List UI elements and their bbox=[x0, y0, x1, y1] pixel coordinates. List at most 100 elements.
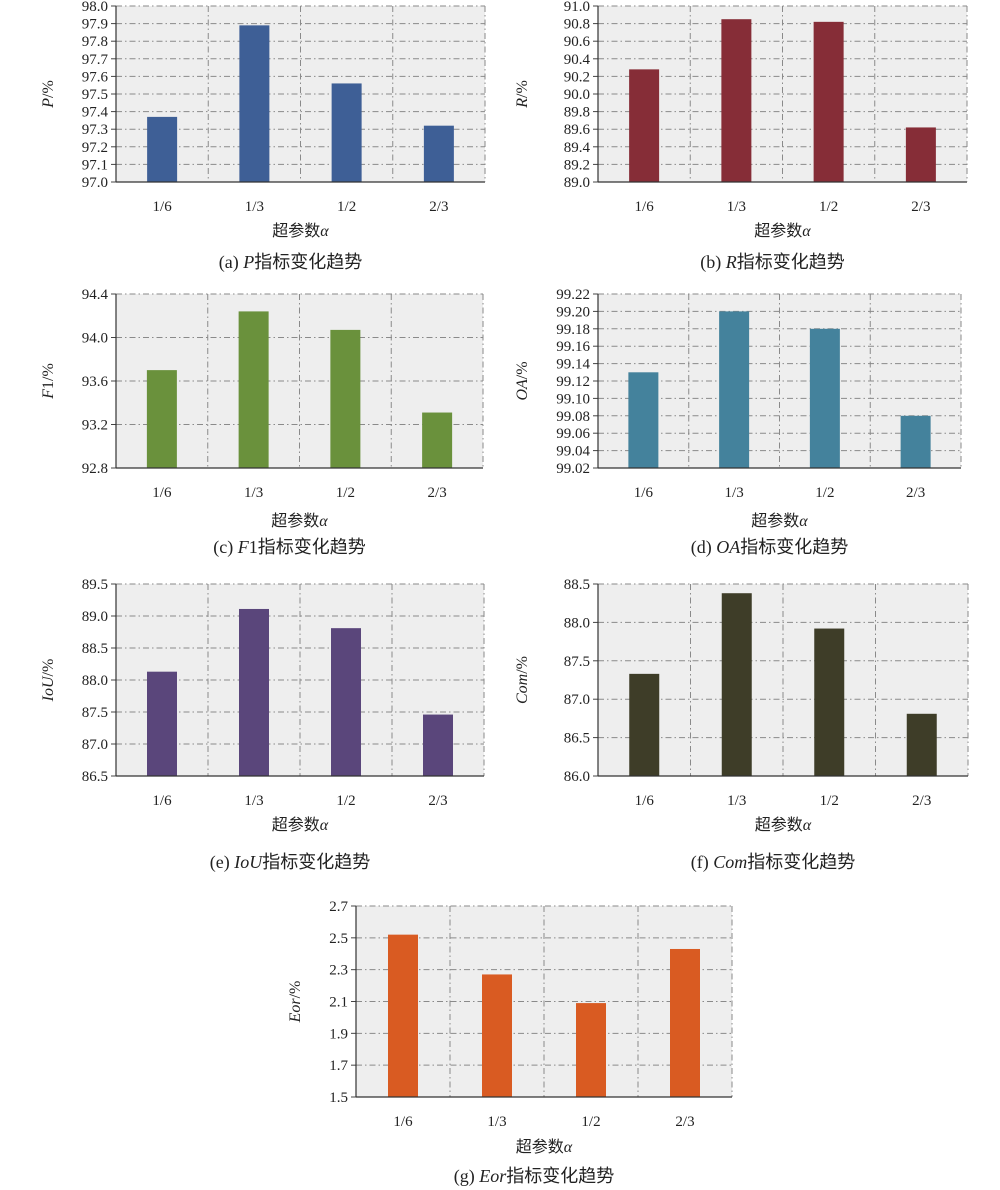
chart-e-bar-2-3 bbox=[423, 714, 453, 776]
chart-a-x-axis-label-word: 超参数 bbox=[272, 222, 320, 240]
chart-g-y-tick-label: 2.5 bbox=[329, 931, 348, 947]
chart-b-x-tick-label: 1/2 bbox=[819, 199, 838, 215]
chart-b-y-tick-label: 90.6 bbox=[564, 34, 591, 50]
chart-f-bar-1-3 bbox=[721, 593, 752, 776]
chart-c-x-tick-label: 1/3 bbox=[244, 485, 263, 501]
chart-d-x-axis-label-word: 超参数 bbox=[751, 512, 799, 530]
chart-b-y-tick-label: 90.4 bbox=[564, 52, 591, 68]
chart-a-caption: (a) P指标变化趋势 bbox=[219, 252, 362, 273]
chart-e-x-tick-label: 1/3 bbox=[244, 793, 263, 809]
chart-a-x-tick-label: 1/6 bbox=[153, 199, 173, 215]
chart-e-caption-prefix: (e) bbox=[210, 852, 234, 873]
chart-a-y-tick-label: 98.0 bbox=[82, 0, 108, 15]
chart-d-y-tick-label: 99.22 bbox=[556, 287, 590, 303]
chart-a-bar-1-2 bbox=[331, 83, 362, 182]
chart-c: 92.893.293.694.094.41/6 1/3 1/2 2/3F1/%超参数α… bbox=[40, 287, 484, 558]
chart-a: 97.0 97.197.2 97.397.4 97.5 97.697.7 97.897.9… bbox=[40, 0, 486, 273]
chart-g: 1.51.71.92.12.32.52.71/6 1/3 1/2 2/3Eor/%超参… bbox=[287, 899, 733, 1187]
chart-g-caption-metric: Eor bbox=[478, 1166, 507, 1186]
chart-d-y-tick-label: 99.10 bbox=[556, 391, 590, 407]
chart-g-bar-1-6 bbox=[388, 934, 418, 1097]
chart-e-y-tick-label: 87.5 bbox=[82, 705, 108, 721]
chart-b-caption-metric: R bbox=[725, 252, 737, 272]
chart-b-x-axis-label-word: 超参数 bbox=[754, 222, 802, 240]
chart-b: 89.0 89.289.4 89.689.8 90.0 90.290.4 90.690.8… bbox=[514, 0, 968, 273]
chart-f: 86.086.587.087.588.088.51/6 1/3 1/2 2/3Com/… bbox=[514, 577, 969, 873]
chart-f-bar-2-3 bbox=[906, 713, 937, 776]
chart-b-bar-1-3 bbox=[721, 19, 752, 183]
chart-d-x-tick-label: 1/2 bbox=[815, 485, 834, 501]
chart-f-x-tick-label: 1/3 bbox=[727, 793, 746, 809]
chart-g-x-tick-label: 2/3 bbox=[675, 1114, 694, 1130]
chart-d-caption-prefix: (d) bbox=[691, 537, 717, 558]
chart-f-y-tick-label: 87.5 bbox=[564, 654, 590, 670]
chart-b-x-axis-label-symbol: α bbox=[802, 223, 811, 240]
chart-g-x-tick-label: 1/2 bbox=[581, 1114, 600, 1130]
chart-f-x-axis-label: 超参数α bbox=[755, 816, 812, 834]
chart-g-x-tick-label: 1/6 bbox=[393, 1114, 413, 1130]
chart-e-x-tick-label: 2/3 bbox=[428, 793, 447, 809]
chart-f-y-tick-label: 86.5 bbox=[564, 731, 590, 747]
chart-c-y-tick-label: 94.0 bbox=[82, 331, 108, 347]
chart-a-caption-rest: 指标变化趋势 bbox=[254, 252, 362, 272]
chart-d-caption: (d) OA指标变化趋势 bbox=[691, 537, 849, 558]
chart-g-caption-prefix: (g) bbox=[454, 1166, 480, 1187]
chart-a-x-tick-label: 1/2 bbox=[337, 199, 356, 215]
chart-d-y-tick-label: 99.02 bbox=[556, 461, 590, 477]
chart-g-y-axis-label: Eor/% bbox=[287, 981, 304, 1024]
chart-f-caption: (f) Com指标变化趋势 bbox=[691, 852, 856, 873]
chart-f-x-tick-label: 1/6 bbox=[635, 793, 655, 809]
chart-c-caption-metric: F bbox=[237, 537, 250, 557]
chart-f-x-axis-label-symbol: α bbox=[803, 817, 812, 834]
chart-f-caption-metric: Com bbox=[713, 852, 747, 872]
chart-g-y-axis-label-unit: /% bbox=[287, 981, 304, 999]
chart-c-caption-prefix: (c) bbox=[213, 537, 237, 558]
chart-a-y-tick-label: 97.5 bbox=[82, 87, 108, 103]
chart-g-x-axis-label-symbol: α bbox=[564, 1139, 573, 1156]
chart-g-y-tick-label: 1.7 bbox=[329, 1058, 348, 1074]
chart-f-y-tick-label: 86.0 bbox=[564, 769, 590, 785]
chart-d-y-axis-label-unit: /% bbox=[514, 361, 531, 379]
chart-a-caption-metric: P bbox=[242, 252, 254, 272]
chart-d-y-tick-label: 99.14 bbox=[556, 357, 590, 373]
chart-d-x-axis-label-symbol: α bbox=[799, 513, 808, 530]
chart-b-y-tick-label: 90.2 bbox=[564, 69, 590, 85]
chart-b-y-tick-label: 89.8 bbox=[564, 105, 590, 121]
chart-c-bar-2-3 bbox=[422, 412, 453, 468]
chart-c-caption-digits: 1 bbox=[249, 537, 258, 557]
chart-b-caption-rest: 指标变化趋势 bbox=[737, 252, 845, 272]
chart-e-y-axis-label-metric: IoU bbox=[40, 675, 57, 702]
chart-e-bar-1-2 bbox=[331, 628, 361, 776]
chart-f-y-tick-label: 88.0 bbox=[564, 615, 590, 631]
chart-c-y-axis-label-unit: /% bbox=[40, 363, 57, 381]
chart-g-x-axis-label-word: 超参数 bbox=[516, 1138, 564, 1156]
chart-f-x-tick-label: 1/2 bbox=[820, 793, 839, 809]
chart-a-y-tick-label: 97.8 bbox=[82, 34, 108, 50]
chart-a-y-axis-label: P/% bbox=[40, 80, 57, 109]
chart-b-y-tick-label: 89.2 bbox=[564, 157, 590, 173]
chart-c-x-tick-label: 1/6 bbox=[152, 485, 172, 501]
chart-b-caption: (b) R指标变化趋势 bbox=[700, 252, 845, 273]
chart-e-x-axis-label-word: 超参数 bbox=[272, 816, 320, 834]
chart-b-y-axis-label: R/% bbox=[514, 80, 531, 109]
chart-f-bar-1-6 bbox=[629, 673, 660, 776]
chart-e-bar-1-6 bbox=[147, 671, 177, 776]
chart-d-y-tick-label: 99.06 bbox=[556, 426, 590, 442]
chart-e-caption-metric: IoU bbox=[233, 852, 263, 872]
chart-f-y-tick-label: 87.0 bbox=[564, 692, 590, 708]
chart-e-x-axis-label: 超参数α bbox=[272, 816, 329, 834]
chart-b-y-axis-label-unit: /% bbox=[514, 80, 531, 98]
chart-d-y-axis-label-metric: OA bbox=[514, 379, 531, 401]
chart-g-x-axis-label: 超参数α bbox=[516, 1138, 573, 1156]
chart-a-y-tick-label: 97.3 bbox=[82, 122, 108, 138]
chart-g-bar-2-3 bbox=[670, 948, 700, 1097]
chart-f-caption-rest: 指标变化趋势 bbox=[747, 852, 855, 872]
chart-a-y-axis-label-metric: P bbox=[40, 98, 57, 109]
chart-g-y-tick-label: 2.7 bbox=[329, 899, 348, 915]
chart-f-y-tick-label: 88.5 bbox=[564, 577, 590, 593]
chart-e-y-tick-label: 88.0 bbox=[82, 673, 108, 689]
chart-b-bar-2-3 bbox=[905, 127, 936, 182]
chart-e-y-tick-label: 89.0 bbox=[82, 609, 108, 625]
chart-d-y-tick-label: 99.04 bbox=[556, 444, 590, 460]
chart-c-caption-rest: 指标变化趋势 bbox=[258, 537, 366, 557]
